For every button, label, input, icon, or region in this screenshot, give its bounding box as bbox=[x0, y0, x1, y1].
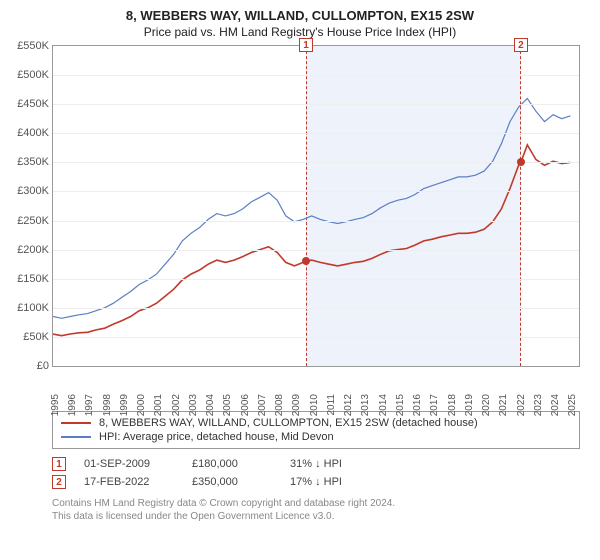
chart-container: 8, WEBBERS WAY, WILLAND, CULLOMPTON, EX1… bbox=[0, 0, 600, 527]
x-tick-label: 2008 bbox=[274, 394, 285, 416]
sale-delta: 17% ↓ HPI bbox=[290, 476, 380, 488]
sale-delta: 31% ↓ HPI bbox=[290, 458, 380, 470]
y-tick-label: £100K bbox=[17, 302, 53, 314]
x-tick-label: 2019 bbox=[464, 394, 475, 416]
x-tick-label: 2010 bbox=[309, 394, 320, 416]
x-tick-label: 2020 bbox=[481, 394, 492, 416]
sale-date: 01-SEP-2009 bbox=[84, 458, 174, 470]
x-tick-label: 2001 bbox=[153, 394, 164, 416]
gridline bbox=[53, 221, 579, 222]
sale-price: £350,000 bbox=[192, 476, 272, 488]
gridline bbox=[53, 75, 579, 76]
y-tick-label: £550K bbox=[17, 40, 53, 52]
x-tick-label: 2022 bbox=[516, 394, 527, 416]
sale-marker-flag: 1 bbox=[299, 38, 313, 52]
y-tick-label: £200K bbox=[17, 244, 53, 256]
gridline bbox=[53, 308, 579, 309]
x-tick-label: 2023 bbox=[533, 394, 544, 416]
y-tick-label: £300K bbox=[17, 185, 53, 197]
x-tick-label: 2016 bbox=[412, 394, 423, 416]
plot-region: 12£0£50K£100K£150K£200K£250K£300K£350K£4… bbox=[52, 45, 580, 405]
x-tick-label: 2024 bbox=[550, 394, 561, 416]
legend-swatch bbox=[61, 436, 91, 438]
y-tick-label: £450K bbox=[17, 98, 53, 110]
y-tick-label: £150K bbox=[17, 273, 53, 285]
gridline bbox=[53, 162, 579, 163]
series-hpi bbox=[53, 98, 570, 318]
x-tick-label: 2006 bbox=[240, 394, 251, 416]
x-tick-label: 2009 bbox=[291, 394, 302, 416]
plot-area: 12£0£50K£100K£150K£200K£250K£300K£350K£4… bbox=[52, 45, 580, 367]
sale-row-marker: 1 bbox=[52, 457, 66, 471]
sale-marker-flag: 2 bbox=[514, 38, 528, 52]
x-tick-label: 2011 bbox=[326, 394, 337, 416]
legend-item: 8, WEBBERS WAY, WILLAND, CULLOMPTON, EX1… bbox=[61, 416, 571, 430]
gridline bbox=[53, 133, 579, 134]
x-tick-label: 2014 bbox=[378, 394, 389, 416]
sale-price: £180,000 bbox=[192, 458, 272, 470]
legend-swatch bbox=[61, 422, 91, 424]
x-tick-label: 1998 bbox=[102, 394, 113, 416]
y-tick-label: £50K bbox=[23, 331, 53, 343]
gridline bbox=[53, 279, 579, 280]
footer-line2: This data is licensed under the Open Gov… bbox=[52, 510, 580, 523]
chart-subtitle: Price paid vs. HM Land Registry's House … bbox=[10, 25, 590, 39]
x-tick-label: 2004 bbox=[205, 394, 216, 416]
gridline bbox=[53, 104, 579, 105]
gridline bbox=[53, 250, 579, 251]
footer-attribution: Contains HM Land Registry data © Crown c… bbox=[52, 497, 580, 523]
sale-row: 1 01-SEP-2009 £180,000 31% ↓ HPI bbox=[52, 455, 580, 473]
x-tick-label: 1999 bbox=[119, 394, 130, 416]
title-block: 8, WEBBERS WAY, WILLAND, CULLOMPTON, EX1… bbox=[10, 8, 590, 39]
x-tick-label: 2017 bbox=[429, 394, 440, 416]
legend-item: HPI: Average price, detached house, Mid … bbox=[61, 430, 571, 444]
y-tick-label: £250K bbox=[17, 215, 53, 227]
sale-date: 17-FEB-2022 bbox=[84, 476, 174, 488]
x-tick-label: 2021 bbox=[498, 394, 509, 416]
legend-label: HPI: Average price, detached house, Mid … bbox=[99, 431, 334, 443]
legend-label: 8, WEBBERS WAY, WILLAND, CULLOMPTON, EX1… bbox=[99, 417, 478, 429]
y-tick-label: £0 bbox=[37, 360, 53, 372]
x-tick-label: 2025 bbox=[567, 394, 578, 416]
sale-dot bbox=[302, 257, 310, 265]
x-tick-label: 2012 bbox=[343, 394, 354, 416]
gridline bbox=[53, 191, 579, 192]
x-tick-label: 2002 bbox=[171, 394, 182, 416]
y-tick-label: £350K bbox=[17, 156, 53, 168]
x-tick-label: 2005 bbox=[222, 394, 233, 416]
x-tick-label: 2013 bbox=[360, 394, 371, 416]
x-tick-label: 2003 bbox=[188, 394, 199, 416]
sale-row: 2 17-FEB-2022 £350,000 17% ↓ HPI bbox=[52, 473, 580, 491]
y-tick-label: £500K bbox=[17, 69, 53, 81]
sale-row-marker: 2 bbox=[52, 475, 66, 489]
chart-title: 8, WEBBERS WAY, WILLAND, CULLOMPTON, EX1… bbox=[10, 8, 590, 23]
footer-line1: Contains HM Land Registry data © Crown c… bbox=[52, 497, 580, 510]
legend: 8, WEBBERS WAY, WILLAND, CULLOMPTON, EX1… bbox=[52, 411, 580, 449]
x-tick-label: 2000 bbox=[136, 394, 147, 416]
sale-dot bbox=[517, 158, 525, 166]
y-tick-label: £400K bbox=[17, 127, 53, 139]
x-tick-label: 2007 bbox=[257, 394, 268, 416]
x-tick-label: 1995 bbox=[50, 394, 61, 416]
line-layer bbox=[53, 46, 579, 366]
gridline bbox=[53, 337, 579, 338]
x-tick-label: 1996 bbox=[67, 394, 78, 416]
x-tick-label: 2018 bbox=[447, 394, 458, 416]
x-tick-label: 2015 bbox=[395, 394, 406, 416]
x-tick-label: 1997 bbox=[84, 394, 95, 416]
sales-table: 1 01-SEP-2009 £180,000 31% ↓ HPI 2 17-FEB-202… bbox=[52, 455, 580, 491]
